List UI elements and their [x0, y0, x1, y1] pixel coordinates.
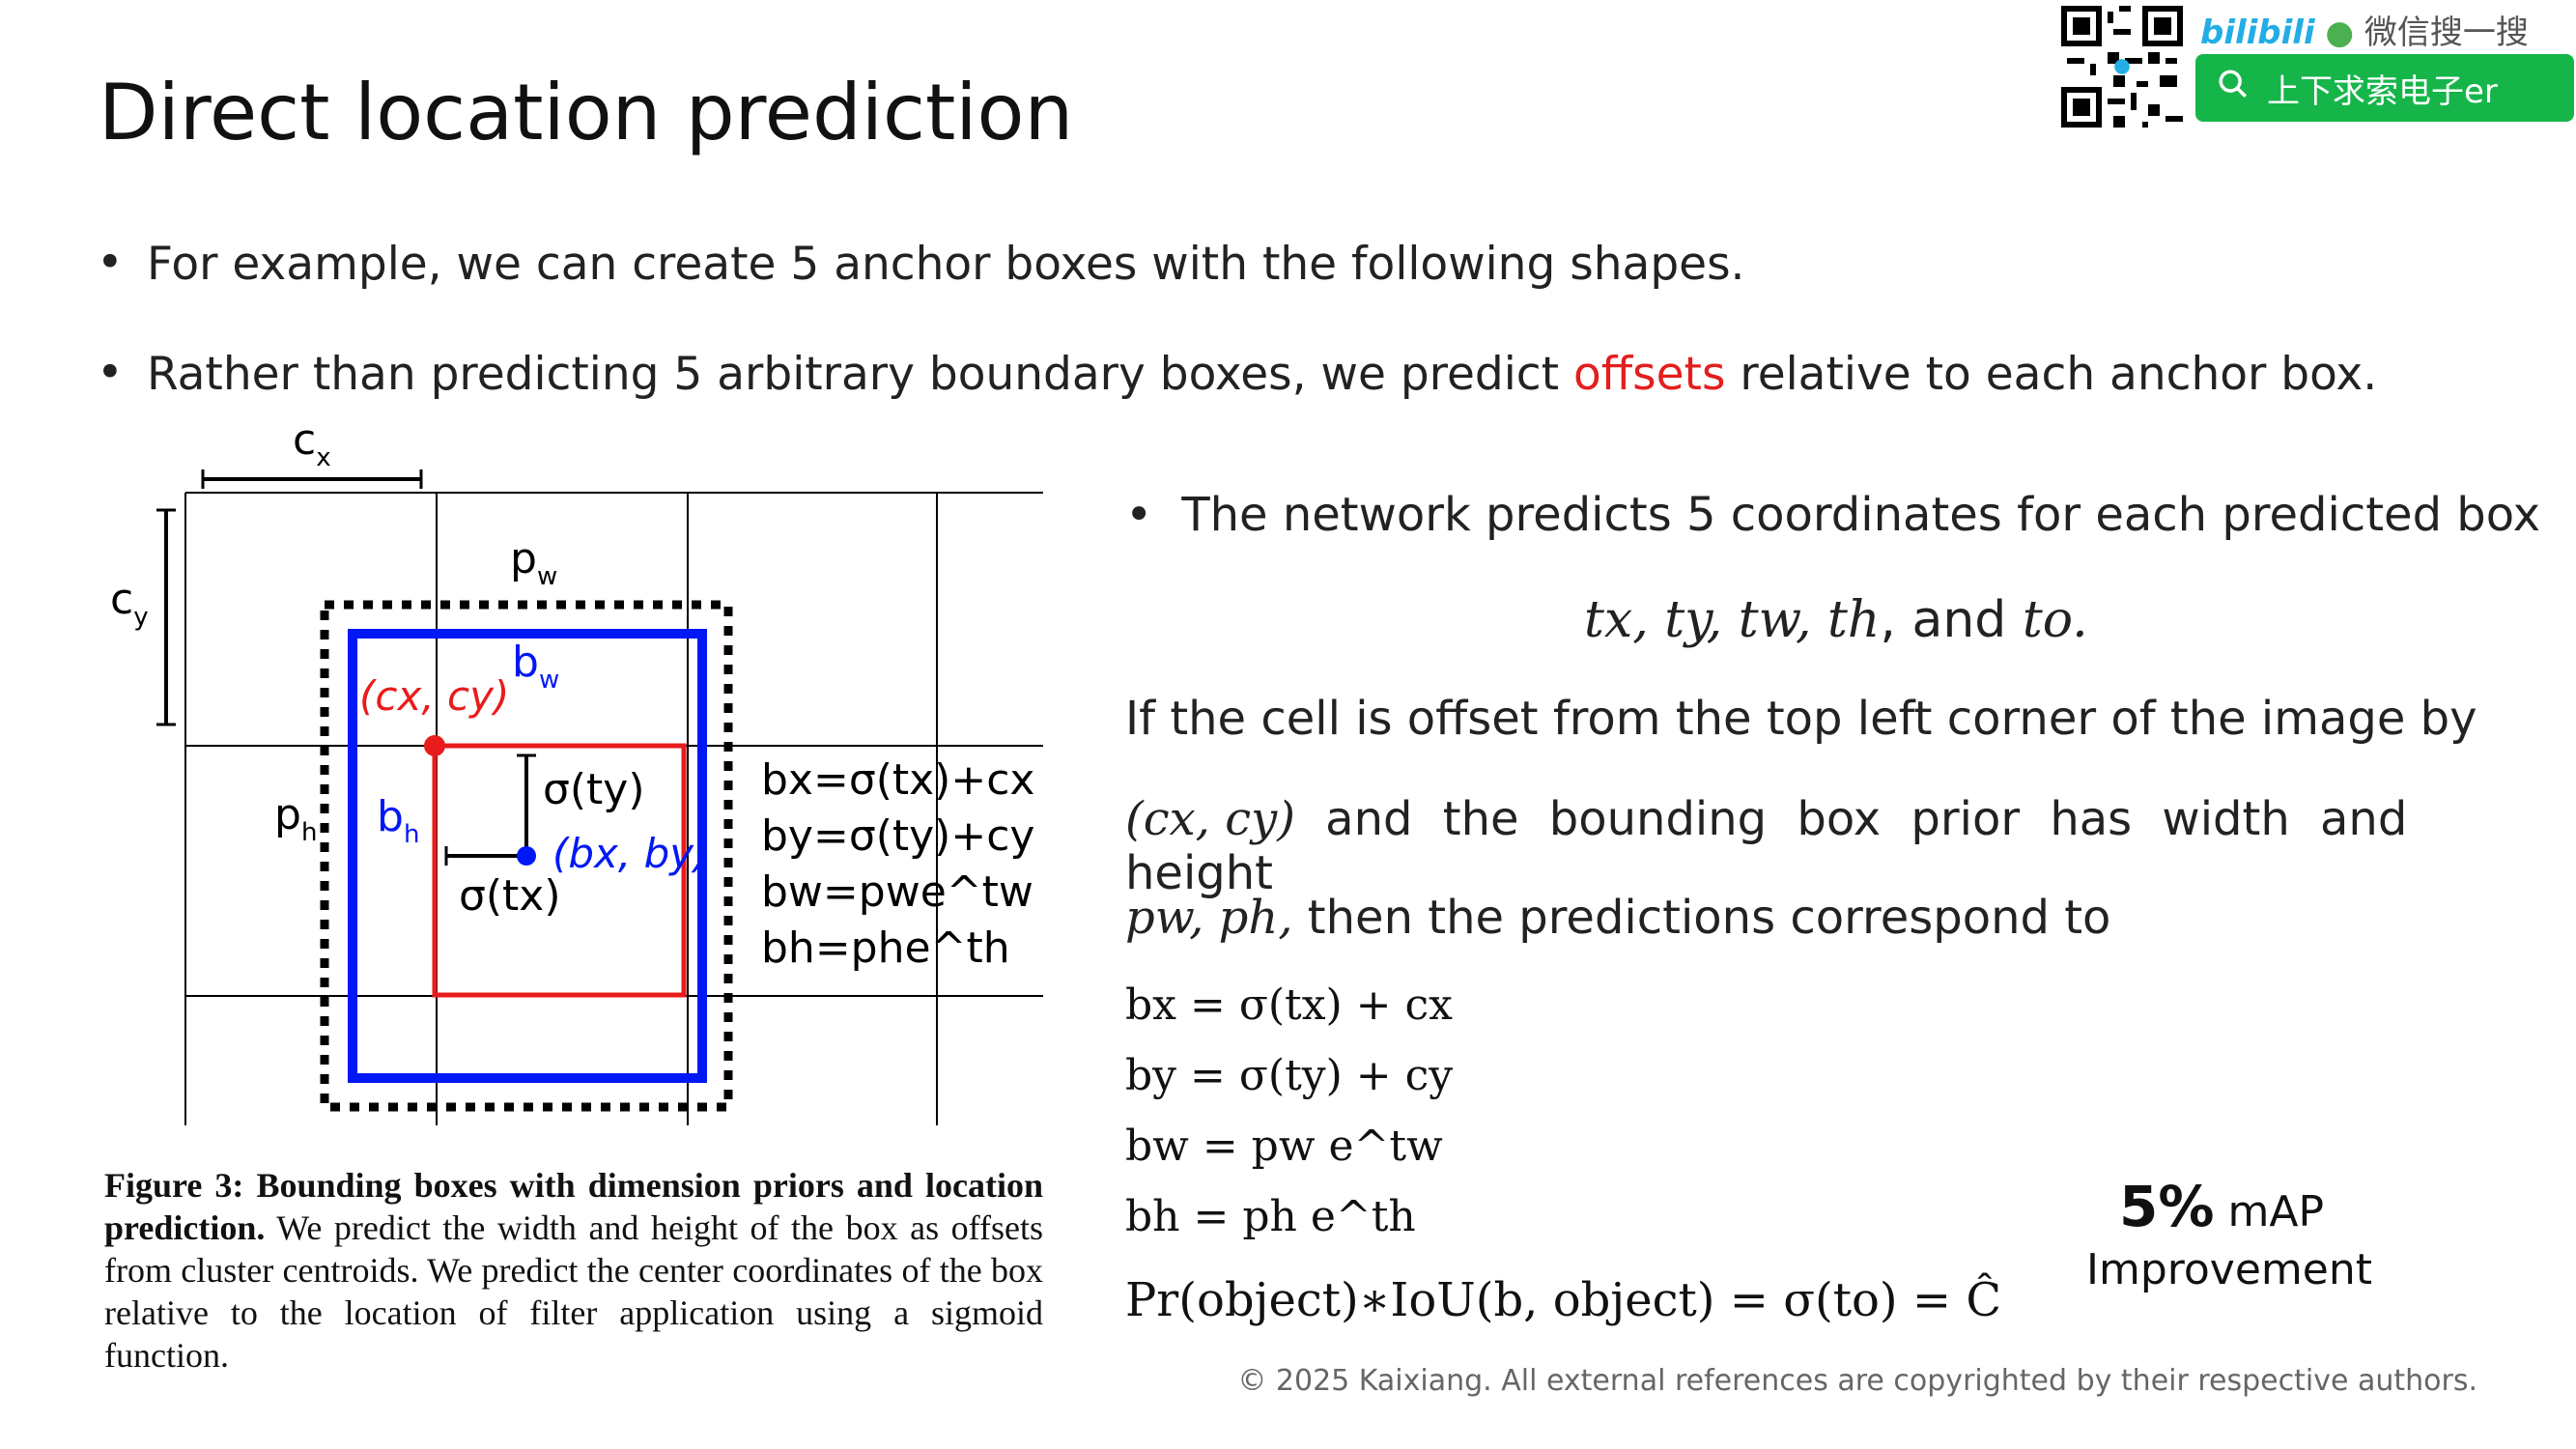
sigma-tx-label: σ(tx) [459, 871, 561, 921]
wechat-search-button[interactable]: 上下求索电子er [2195, 54, 2574, 122]
bullet-2-text: Rather than predicting 5 arbitrary bound… [147, 348, 2378, 401]
improvement-note: 5% mAP Improvement [2086, 1174, 2372, 1294]
qr-code-icon [2061, 6, 2183, 128]
search-icon [2217, 68, 2250, 109]
cx-label: cx [293, 415, 331, 472]
fig-eq-bx: bx=σ(tx)+cx [761, 755, 1034, 805]
bw-label: bw [512, 638, 559, 695]
wechat-search-text: 微信搜一搜 [2364, 14, 2529, 52]
copyright-notice: © 2025 Kaixiang. All external references… [1237, 1364, 2477, 1398]
bh-label: bh [377, 792, 419, 849]
equation-by: by = σ(ty) + cy [1125, 1051, 1454, 1100]
search-button-label: 上下求索电子er [2267, 71, 2498, 111]
bilibili-logo: bilibili [2200, 14, 2315, 52]
para-line-1: If the cell is offset from the top left … [1125, 692, 2477, 746]
watermark-brand: bilibili ● 微信搜一搜 [2200, 6, 2529, 53]
equation-bw: bw = pw e^tw [1125, 1122, 1443, 1171]
fig-eq-by: by=σ(ty)+cy [761, 811, 1034, 861]
para-line-3: pw, ph, then the predictions correspond … [1125, 891, 2111, 945]
red-point-label: (cx, cy) [359, 672, 509, 720]
fig-eq-bh: bh=phe^th [761, 923, 1010, 973]
fig-eq-bw: bw=pwe^tw [761, 867, 1033, 917]
page-title: Direct location prediction [99, 68, 1074, 157]
bullet-1-text: For example, we can create 5 anchor boxe… [147, 238, 1745, 291]
anchor-box-diagram: cx cy pw ph bw bh (cx, cy) σ(ty) σ(tx) (… [110, 415, 1043, 1125]
ph-label: ph [274, 790, 317, 847]
equation-objectness: Pr(object)∗IoU(b, object) = σ(to) = Ĉ [1125, 1273, 2002, 1327]
sigma-ty-label: σ(ty) [543, 765, 645, 814]
cy-label: cy [110, 575, 149, 632]
para-line-2: (cx, cy) and the bounding box prior has … [1125, 792, 2408, 900]
figure-caption: Figure 3: Bounding boxes with dimension … [104, 1166, 1043, 1375]
pw-label: pw [510, 534, 557, 591]
wechat-icon: ● [2325, 14, 2355, 52]
coordinate-list: tx, ty, tw, th, and to. [1584, 591, 2088, 649]
equation-bh: bh = ph e^th [1125, 1192, 1416, 1241]
blue-point-label: (bx, by) [552, 830, 710, 877]
right-bullet: • The network predicts 5 coordinates for … [1125, 488, 2541, 542]
offsets-highlight: offsets [1573, 348, 1726, 401]
equation-bx: bx = σ(tx) + cx [1125, 980, 1453, 1030]
